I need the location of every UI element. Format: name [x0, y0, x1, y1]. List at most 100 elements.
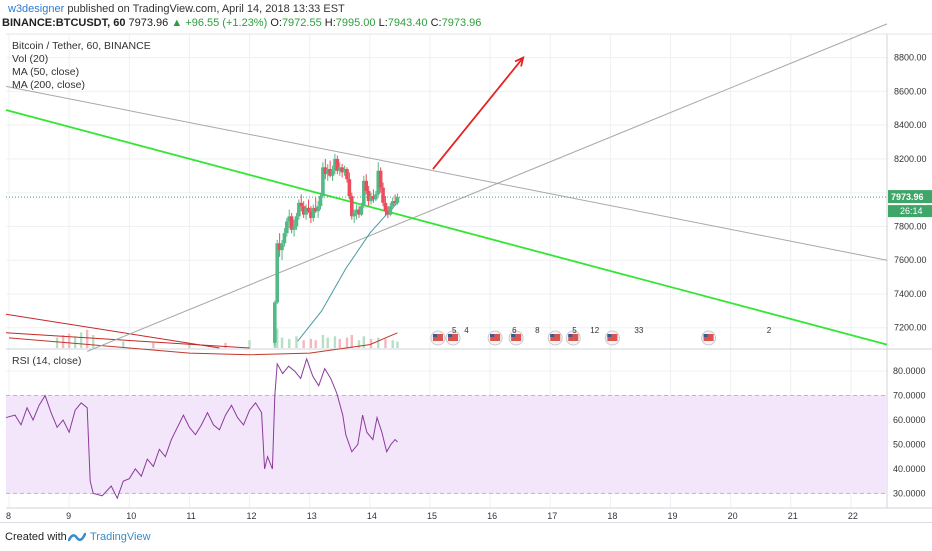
volume-bar: [345, 337, 349, 348]
event-flag-stripe: [607, 334, 618, 341]
tradingview-logo-icon: [68, 532, 86, 542]
price-tick-label: 7600.00: [894, 255, 927, 265]
event-flag-canton: [550, 334, 555, 337]
event-count: 12: [590, 326, 599, 335]
event-count: 6: [512, 326, 517, 335]
candle-body: [342, 169, 347, 173]
candle-body: [280, 243, 284, 251]
candle-body: [395, 197, 400, 203]
rsi-tick-label: 60.0000: [893, 415, 926, 425]
candle-body: [357, 209, 361, 215]
candle-body: [333, 158, 337, 171]
chart-header: w3designer published on TradingView.com,…: [0, 0, 932, 34]
event-flag-stripe: [703, 334, 714, 341]
event-count: 2: [767, 326, 772, 335]
event-count: 33: [634, 326, 643, 335]
candle-body: [381, 187, 385, 203]
candle-body: [374, 194, 378, 200]
event-count: 8: [535, 326, 540, 335]
candle-body: [325, 169, 330, 175]
volume-bar: [152, 342, 155, 348]
event-flag-canton: [447, 334, 452, 337]
candle-body: [289, 216, 294, 230]
candle-body: [282, 233, 287, 244]
legend-pair: Bitcoin / Tether, 60, BINANCE: [12, 40, 151, 52]
low-value: 7943.40: [387, 17, 428, 29]
candle-body: [316, 206, 320, 212]
candle-body: [354, 209, 359, 213]
candle-body: [390, 201, 395, 207]
candle-body: [297, 202, 301, 217]
event-flag-canton: [511, 334, 516, 337]
open-value: 7972.55: [281, 17, 322, 29]
last-price-tag: [888, 190, 932, 204]
volume-bar: [55, 337, 59, 348]
price-tick-label: 8800.00: [894, 53, 927, 63]
price-tick-label: 7400.00: [894, 289, 927, 299]
candle-body: [321, 167, 325, 197]
candle-body: [340, 167, 344, 173]
open-label: O:: [270, 17, 282, 29]
volume-bar: [248, 340, 251, 348]
event-count: 5: [572, 326, 577, 335]
time-tick-label: 15: [427, 511, 437, 521]
candle-body: [383, 202, 388, 212]
candle-body: [349, 196, 354, 217]
high-value: 7995.00: [335, 17, 376, 29]
candle-body: [345, 169, 349, 180]
volume-bar: [309, 338, 313, 348]
candle-body: [306, 207, 311, 212]
candle-body: [309, 211, 313, 219]
close-value: 7973.96: [441, 17, 482, 29]
candle-body: [369, 196, 373, 202]
tradingview-brand[interactable]: TradingView: [90, 531, 151, 543]
countdown-label: 26:14: [900, 206, 923, 216]
candle-body: [301, 206, 306, 215]
legend-ma50: MA (50, close): [12, 66, 80, 78]
time-tick-label: 21: [788, 511, 798, 521]
candle-body: [337, 167, 342, 171]
price-tick-label: 7800.00: [894, 221, 927, 231]
legend-vol: Vol (20): [12, 53, 49, 65]
time-tick-label: 16: [487, 511, 497, 521]
price-tick-label: 7200.00: [894, 323, 927, 333]
rsi-tick-label: 70.0000: [893, 391, 926, 401]
volume-bar: [333, 336, 337, 348]
volume-bar: [302, 340, 305, 348]
price-tick-label: 8400.00: [894, 120, 927, 130]
candle-body: [323, 167, 328, 175]
publish-text: published on TradingView.com, April 14, …: [67, 3, 345, 15]
candle-body: [273, 302, 277, 343]
volume-bar: [326, 337, 329, 348]
candle-body: [376, 170, 381, 195]
event-flag-canton: [703, 334, 708, 337]
trendline-rising: [86, 23, 888, 352]
time-tick-label: 9: [66, 511, 71, 521]
last-price-label: 7973.96: [891, 192, 924, 202]
volume-bar: [122, 341, 125, 348]
time-tick-label: 10: [126, 511, 136, 521]
volume-bar: [276, 328, 279, 348]
volume-bar: [391, 340, 394, 348]
candle-body: [352, 212, 356, 217]
candle-body: [311, 207, 316, 219]
ohlc-readout: BINANCE:BTCUSDT, 60 7973.96 ▲ +96.55 (+1…: [2, 17, 481, 29]
price-chart[interactable]: 5 4 6 8 5 12 33 28800.008600.008400.008200.0078…: [0, 0, 932, 522]
author-link[interactable]: w3designer: [8, 3, 65, 15]
countdown-tag: [888, 205, 932, 218]
event-flag-stripe: [447, 334, 458, 341]
event-count: 5: [452, 326, 457, 335]
event-flag-stripe: [511, 334, 522, 341]
volume-bar: [73, 336, 77, 348]
candle-body: [359, 206, 364, 215]
event-flag-stripe: [490, 334, 501, 341]
volume-bar: [91, 335, 95, 348]
publish-info: w3designer published on TradingView.com,…: [8, 3, 345, 15]
volume-bar: [350, 335, 353, 348]
volume-bar: [338, 338, 341, 348]
volume-bar: [85, 329, 89, 348]
time-tick-label: 11: [186, 511, 195, 521]
volume-bar: [377, 337, 380, 348]
forecast-arrow: [432, 57, 524, 170]
volume-bar: [79, 332, 83, 348]
